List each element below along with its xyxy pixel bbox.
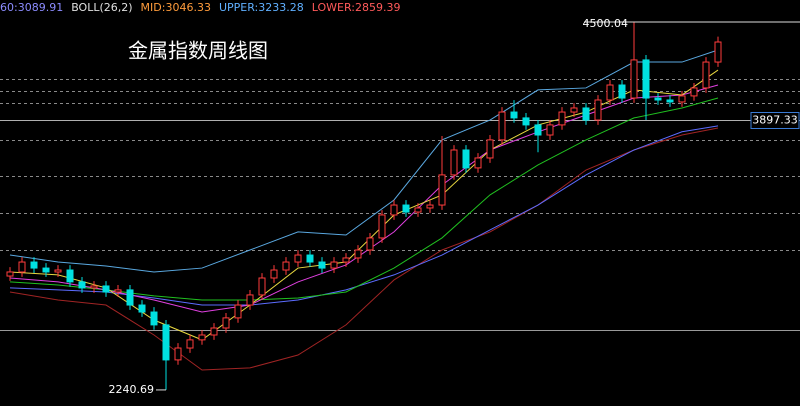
candle-body bbox=[642, 59, 650, 99]
candle-body bbox=[186, 339, 194, 349]
candle-body bbox=[270, 269, 278, 279]
candle-body bbox=[234, 304, 242, 319]
candle-body bbox=[66, 269, 74, 283]
candle-body bbox=[42, 267, 50, 273]
candle-body bbox=[138, 304, 146, 313]
candle-body bbox=[246, 294, 254, 306]
candle-body bbox=[366, 237, 374, 251]
candle-body bbox=[378, 214, 386, 239]
candle-body bbox=[6, 271, 14, 277]
candle-body bbox=[330, 261, 338, 269]
level-lines bbox=[0, 79, 800, 251]
candle-body bbox=[558, 111, 566, 126]
candle-body bbox=[474, 157, 482, 169]
candle-body bbox=[594, 99, 602, 121]
candle-body bbox=[690, 87, 698, 97]
candle-body bbox=[54, 269, 62, 273]
high-label: 4500.04 bbox=[583, 17, 629, 30]
candle-body bbox=[438, 174, 446, 206]
candle-body bbox=[222, 317, 230, 329]
candle-body bbox=[306, 254, 314, 263]
candle-body bbox=[666, 99, 674, 103]
candle-body bbox=[678, 95, 686, 103]
candle-body bbox=[654, 97, 662, 101]
candle-body bbox=[90, 285, 98, 289]
candle-body bbox=[582, 107, 590, 121]
indicator-label: 60:3089.91 bbox=[0, 1, 63, 14]
candle-body bbox=[426, 204, 434, 209]
indicator-label: LOWER:2859.39 bbox=[312, 1, 401, 14]
candle-body bbox=[126, 289, 134, 306]
candle-body bbox=[546, 124, 554, 136]
candle-body bbox=[414, 207, 422, 213]
candle-body bbox=[102, 285, 110, 293]
candle-body bbox=[462, 149, 470, 169]
indicator-label: MID:3046.33 bbox=[141, 1, 211, 14]
candle-body bbox=[258, 277, 266, 296]
candle-body bbox=[510, 111, 518, 119]
indicator-label: BOLL(26,2) bbox=[71, 1, 132, 14]
candle-body bbox=[210, 327, 218, 336]
candle-body bbox=[114, 289, 122, 293]
candle-body bbox=[282, 261, 290, 271]
indicator-line bbox=[9, 49, 719, 273]
candle-body bbox=[174, 347, 182, 361]
candle-body bbox=[486, 139, 494, 159]
candle-body bbox=[714, 41, 722, 63]
candle-body bbox=[30, 261, 38, 269]
candle-body bbox=[150, 311, 158, 326]
indicator-line bbox=[9, 127, 719, 371]
candle-body bbox=[630, 59, 638, 99]
candle-body bbox=[354, 249, 362, 259]
candle-body bbox=[618, 84, 626, 99]
candle-body bbox=[162, 324, 170, 361]
price-label-box bbox=[750, 112, 800, 129]
candle-body bbox=[342, 257, 350, 263]
candle-body bbox=[498, 111, 506, 141]
candle-body bbox=[402, 204, 410, 213]
candle-body bbox=[390, 204, 398, 216]
candle-body bbox=[534, 124, 542, 136]
candle-body bbox=[318, 261, 326, 269]
price-label: 3897.33 bbox=[752, 114, 798, 127]
chart-title: 金属指数周线图 bbox=[128, 39, 268, 63]
candle-body bbox=[198, 334, 206, 341]
candle-body bbox=[450, 149, 458, 176]
candle-body bbox=[522, 117, 530, 126]
candle-body bbox=[294, 254, 302, 263]
low-label: 2240.69 bbox=[109, 383, 155, 396]
candle-body bbox=[78, 281, 86, 289]
candle-body bbox=[606, 84, 614, 101]
candle-body bbox=[570, 107, 578, 113]
candle-body bbox=[702, 61, 710, 89]
indicator-label: UPPER:3233.28 bbox=[219, 1, 304, 14]
candle-body bbox=[18, 261, 26, 273]
